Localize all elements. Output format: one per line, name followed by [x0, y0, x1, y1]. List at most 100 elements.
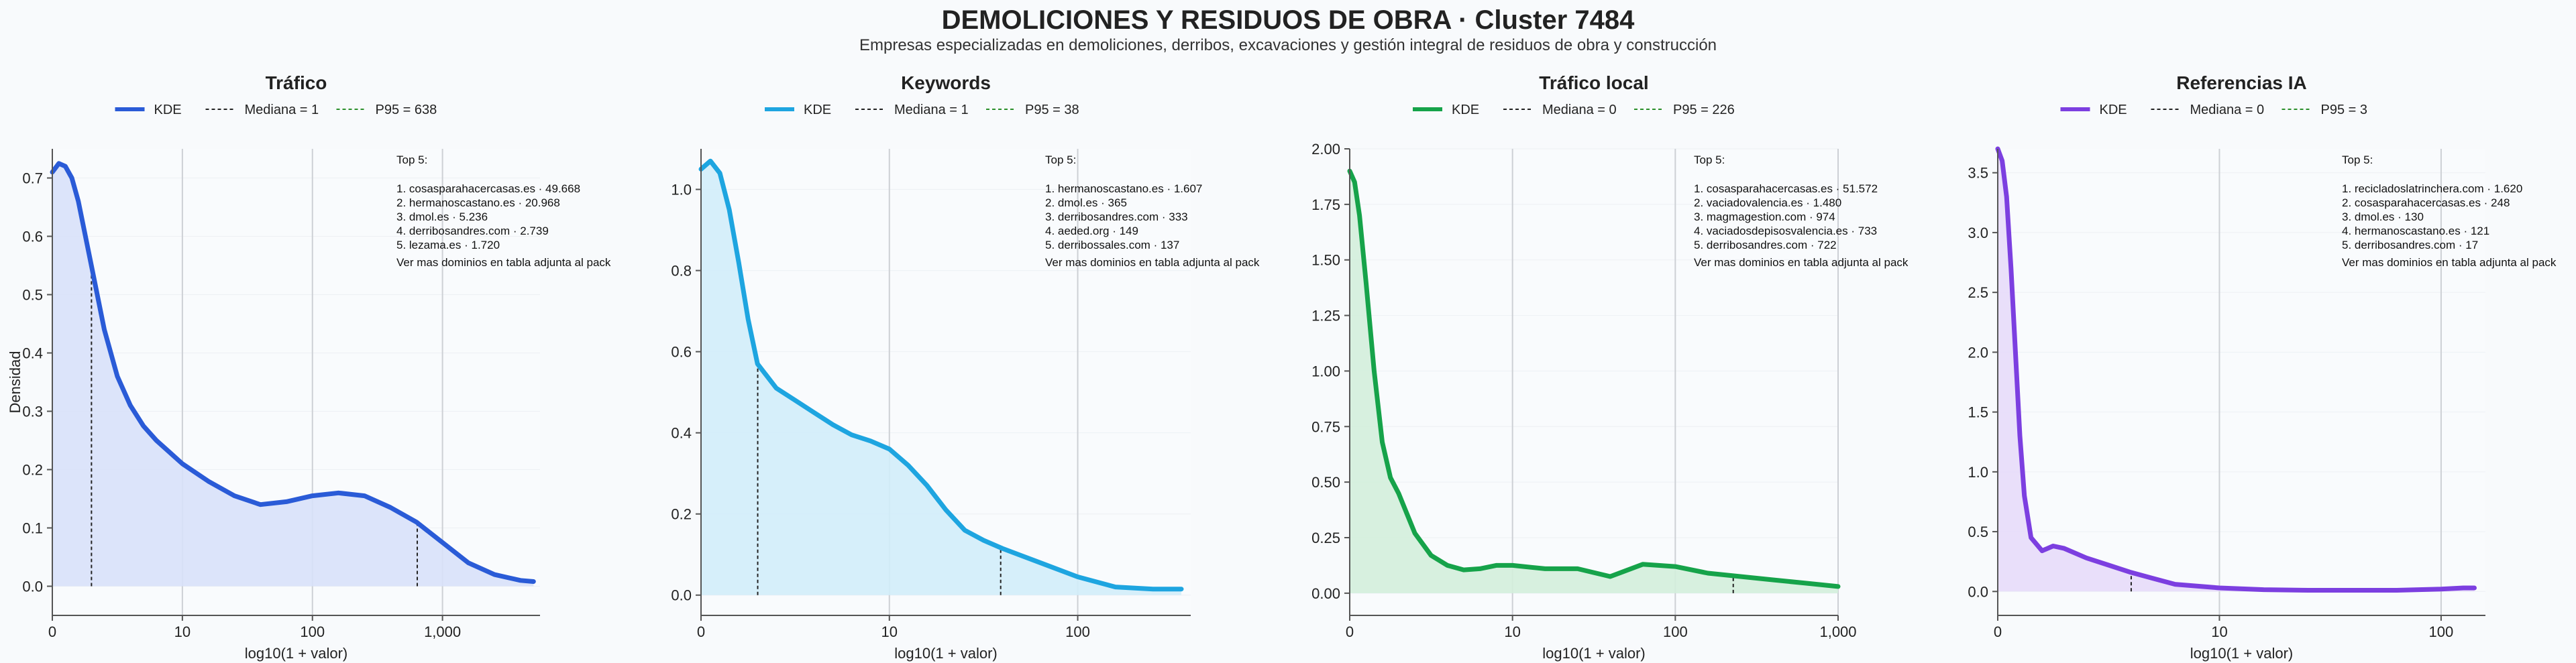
top5-entry: 3. dmol.es · 5.236: [396, 210, 488, 223]
legend-p95-label: P95 = 38: [1025, 103, 1079, 117]
x-tick-label: 0: [1994, 623, 2002, 640]
legend-median-label: Mediana = 0: [2190, 103, 2265, 117]
chart-title: Tráfico local: [1539, 72, 1648, 93]
x-tick-label: 10: [2211, 623, 2227, 640]
top5-footer: Ver mas dominios en tabla adjunta al pac…: [2342, 256, 2557, 269]
kde-area: [1350, 171, 1838, 593]
x-tick-label: 10: [1504, 623, 1520, 640]
y-tick-label: 3.0: [1968, 225, 1988, 241]
legend-p95-label: P95 = 3: [2321, 103, 2368, 117]
y-tick-label: 0.50: [1311, 474, 1340, 491]
legend-kde-label: KDE: [1452, 103, 1479, 117]
x-tick-label: 0: [1346, 623, 1354, 640]
x-axis-label: log10(1 + valor): [894, 645, 997, 662]
top5-annotation: Top 5: 1. recicladoslatrinchera.com · 1.6…: [2342, 154, 2557, 269]
chart-panel-3: Tráfico local KDE Mediana = 0 P95 = 226 0.00…: [1311, 72, 1909, 662]
top5-footer: Ver mas dominios en tabla adjunta al pac…: [1694, 256, 1909, 269]
y-tick-label: 0.25: [1311, 530, 1340, 546]
chart-panel-1: Tráfico KDE Mediana = 1 P95 = 638 0.0 0.1 0.2 0…: [7, 72, 611, 662]
top5-annotation: Top 5: 1. cosasparahacercasas.es · 51.572…: [1694, 154, 1909, 269]
page-title: DEMOLICIONES Y RESIDUOS DE OBRA · Cluste…: [941, 5, 1635, 35]
top5-entry: 3. derribosandres.com · 333: [1045, 210, 1188, 223]
top5-entry: 5. derribossales.com · 137: [1045, 239, 1179, 251]
y-tick-label: 0.7: [22, 170, 43, 187]
kde-area: [701, 161, 1181, 595]
x-tick-label: 100: [1663, 623, 1688, 640]
top5-title: Top 5:: [1045, 154, 1076, 166]
chart-panel-4: Referencias IA KDE Mediana = 0 P95 = 3 0.0 0.…: [1968, 72, 2557, 662]
legend-median-label: Mediana = 1: [245, 103, 319, 117]
top5-title: Top 5:: [396, 154, 427, 166]
x-tick-label: 10: [174, 623, 191, 640]
kde-line: [698, 158, 1184, 592]
chart-legend: KDE Mediana = 0 P95 = 226: [1413, 103, 1735, 117]
chart-panel-2: Keywords KDE Mediana = 1 P95 = 38 0.0 0.2 0.4 0…: [671, 72, 1260, 662]
legend-p95-label: P95 = 638: [376, 103, 437, 117]
y-tick-label: 1.75: [1311, 196, 1340, 213]
y-tick-label: 0.0: [671, 587, 692, 604]
y-tick-label: 0.1: [22, 520, 43, 537]
legend-p95-label: P95 = 226: [1673, 103, 1735, 117]
legend-median-label: Mediana = 1: [894, 103, 969, 117]
top5-entry: 3. magmagestion.com · 974: [1694, 210, 1835, 223]
chart-title: Referencias IA: [2176, 72, 2307, 93]
x-tick-label: 100: [300, 623, 325, 640]
x-tick-label: 100: [1065, 623, 1090, 640]
y-tick-label: 3.5: [1968, 165, 1988, 182]
y-tick-label: 0.6: [671, 344, 692, 361]
top5-annotation: Top 5: 1. cosasparahacercasas.es · 49.668…: [396, 154, 611, 269]
top5-entry: 1. recicladoslatrinchera.com · 1.620: [2342, 182, 2522, 195]
y-tick-label: 0.0: [1968, 583, 1988, 600]
top5-entry: 2. hermanoscastano.es · 20.968: [396, 196, 560, 209]
page-subtitle: Empresas especializadas en demoliciones,…: [859, 36, 1717, 54]
top5-entry: 3. dmol.es · 130: [2342, 210, 2424, 223]
top5-entry: 5. derribosandres.com · 722: [1694, 239, 1837, 251]
y-tick-label: 0.4: [671, 425, 692, 442]
kde-line: [1995, 146, 2477, 593]
x-tick-label: 0: [48, 623, 56, 640]
top5-entry: 1. cosasparahacercasas.es · 49.668: [396, 182, 580, 195]
x-axis-label: log10(1 + valor): [245, 645, 347, 662]
top5-entry: 5. lezama.es · 1.720: [396, 239, 500, 251]
kde-line: [1347, 168, 1841, 589]
y-tick-label: 0.3: [22, 404, 43, 420]
chart-title: Keywords: [901, 72, 991, 93]
top5-title: Top 5:: [1694, 154, 1725, 166]
x-axis-label: log10(1 + valor): [1542, 645, 1645, 662]
legend-kde-label: KDE: [804, 103, 831, 117]
plot-area: [1998, 149, 2485, 615]
top5-entry: 4. aeded.org · 149: [1045, 225, 1138, 237]
top5-entry: 4. derribosandres.com · 2.739: [396, 225, 549, 237]
kde-line: [50, 161, 536, 584]
x-axis-label: log10(1 + valor): [2190, 645, 2293, 662]
top5-entry: 5. derribosandres.com · 17: [2342, 239, 2478, 251]
y-tick-label: 0.2: [671, 506, 692, 523]
x-tick-label: 10: [881, 623, 898, 640]
legend-kde-label: KDE: [2100, 103, 2127, 117]
y-axis-label: Densidad: [7, 351, 23, 414]
y-tick-label: 0.5: [1968, 524, 1988, 540]
top5-entry: 2. vaciadovalencia.es · 1.480: [1694, 196, 1841, 209]
y-tick-label: 2.5: [1968, 284, 1988, 301]
top5-entry: 2. dmol.es · 365: [1045, 196, 1127, 209]
y-tick-label: 0.75: [1311, 418, 1340, 435]
top5-footer: Ver mas dominios en tabla adjunta al pac…: [1045, 256, 1260, 269]
x-tick-label: 0: [697, 623, 705, 640]
y-tick-label: 0.8: [671, 263, 692, 280]
y-tick-label: 0.5: [22, 287, 43, 304]
chart-title: Tráfico: [266, 72, 327, 93]
top5-entry: 1. cosasparahacercasas.es · 51.572: [1694, 182, 1878, 195]
y-tick-label: 0.00: [1311, 585, 1340, 602]
y-tick-label: 1.00: [1311, 363, 1340, 379]
y-tick-label: 0.4: [22, 345, 43, 362]
y-tick-label: 0.2: [22, 462, 43, 479]
chart-legend: KDE Mediana = 1 P95 = 638: [115, 103, 437, 117]
legend-median-label: Mediana = 0: [1542, 103, 1617, 117]
x-tick-label: 1,000: [424, 623, 461, 640]
top5-entry: 4. hermanoscastano.es · 121: [2342, 225, 2489, 237]
y-tick-label: 0.6: [22, 229, 43, 245]
legend-kde-label: KDE: [154, 103, 182, 117]
y-tick-label: 2.00: [1311, 141, 1340, 158]
